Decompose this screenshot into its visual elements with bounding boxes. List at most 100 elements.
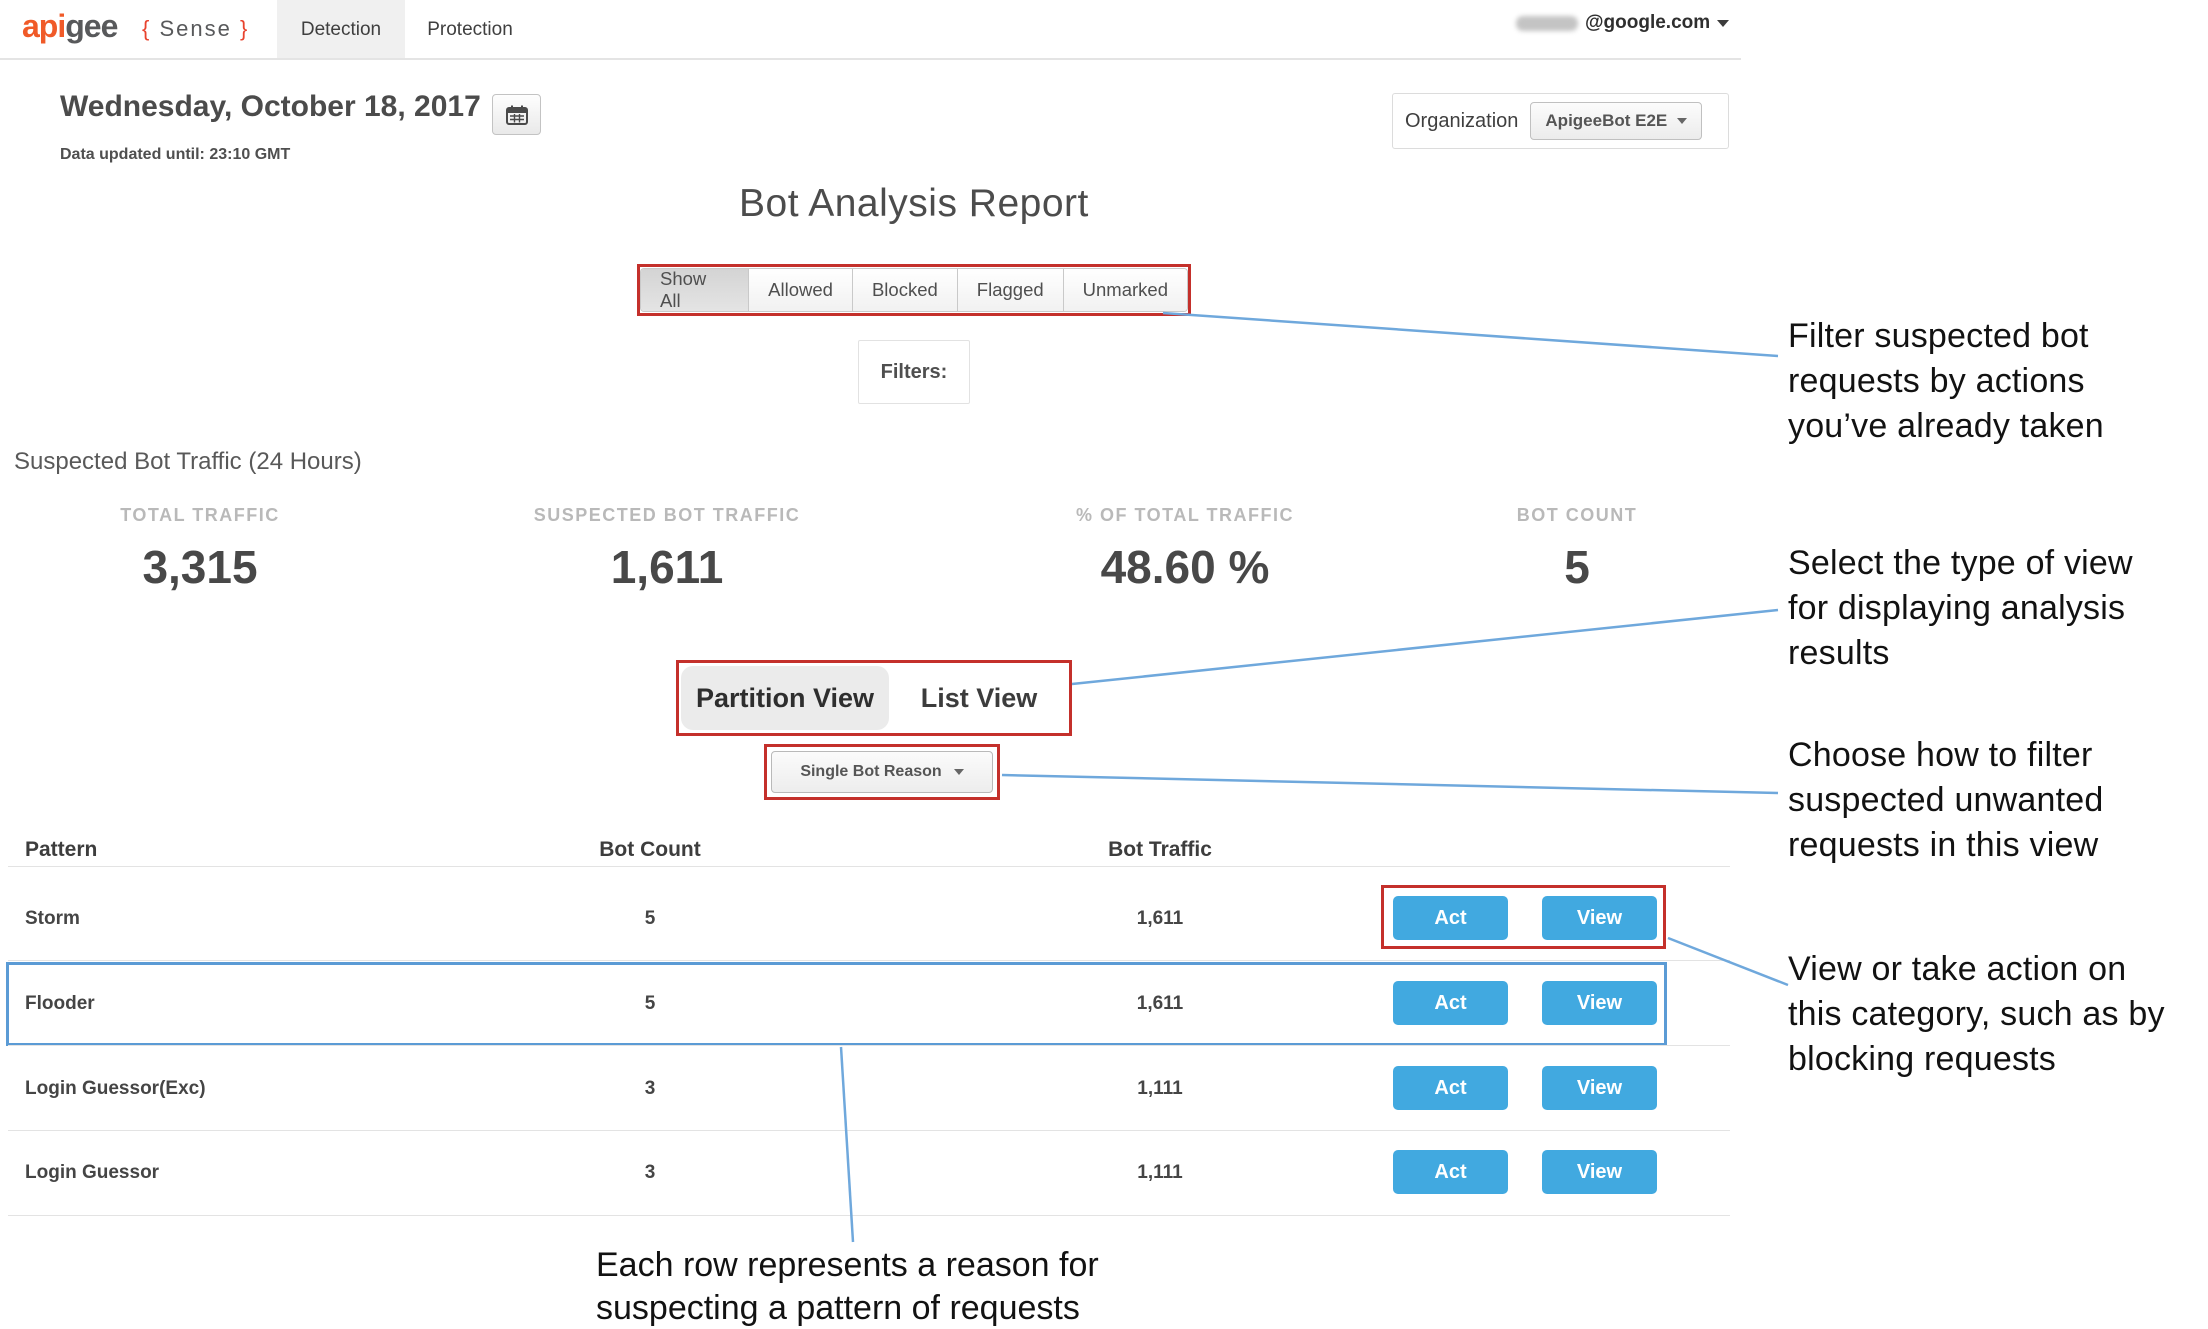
user-email: @google.com <box>1585 12 1711 33</box>
tab-protection-label: Protection <box>427 18 513 40</box>
act-button-label: Act <box>1434 1076 1467 1099</box>
annotation-box-filter-tabs: Show All Allowed Blocked Flagged Unmarke… <box>637 264 1191 316</box>
bot-count-cell: 3 <box>644 1078 656 1099</box>
view-button-label: View <box>1576 991 1623 1014</box>
filter-unmarked[interactable]: Unmarked <box>1063 269 1187 311</box>
divider <box>8 1215 1730 1216</box>
column-header-pattern: Pattern <box>25 838 98 861</box>
report-date: Wednesday, October 18, 2017 <box>60 90 481 123</box>
filter-flagged-label: Flagged <box>976 279 1044 300</box>
act-button[interactable]: Act <box>1393 896 1508 940</box>
tab-detection-label: Detection <box>300 18 382 40</box>
bot-reason-value: Single Bot Reason <box>800 763 942 780</box>
apigee-logo: apigee <box>22 8 118 45</box>
pattern-cell: Login Guessor(Exc) <box>25 1078 206 1099</box>
annotation-line: you’ve already taken <box>1788 407 2104 445</box>
divider <box>8 1130 1730 1131</box>
annotation-box-flooder-row <box>6 962 1667 1046</box>
organization-value: ApigeeBot E2E <box>1545 111 1668 130</box>
annotation-reason-dropdown: Choose how to filter suspected unwanted … <box>1788 733 2104 868</box>
bot-traffic-cell: 1,111 <box>1137 1162 1183 1183</box>
calendar-button[interactable] <box>492 94 541 135</box>
annotation-line: requests in this view <box>1788 826 2099 864</box>
annotation-line: suspecting a pattern of requests <box>596 1289 1080 1327</box>
pattern-cell: Storm <box>25 908 80 929</box>
divider <box>8 960 1730 961</box>
view-button-label: View <box>1576 1076 1623 1099</box>
view-button[interactable]: View <box>1542 981 1657 1025</box>
stat-label: BOT COUNT <box>1516 505 1638 525</box>
filter-allowed[interactable]: Allowed <box>749 269 853 311</box>
filter-show-all-label: Show All <box>660 268 707 311</box>
stat-label: TOTAL TRAFFIC <box>120 505 280 525</box>
stat-bot-count: BOT COUNT 5 <box>1427 505 1727 594</box>
annotation-line: for displaying analysis <box>1788 589 2126 627</box>
annotation-line: requests by actions <box>1788 362 2085 400</box>
annotation-box-reason-dropdown: Single Bot Reason <box>764 744 1000 800</box>
annotation-line: Filter suspected bot <box>1788 317 2089 355</box>
bot-traffic-cell: 1,111 <box>1137 1078 1183 1099</box>
pattern-cell: Login Guessor <box>25 1162 160 1183</box>
view-button-label: View <box>1576 1160 1623 1183</box>
organization-panel: Organization ApigeeBot E2E <box>1392 93 1729 149</box>
annotation-line: this category, such as by <box>1788 995 2165 1033</box>
user-account-menu[interactable]: @google.com <box>1516 12 1730 34</box>
sense-brace-open: { <box>142 16 152 41</box>
bot-reason-dropdown[interactable]: Single Bot Reason <box>771 751 993 793</box>
annotation-table-rows: Each row represents a reason for suspect… <box>596 1244 1099 1329</box>
act-button[interactable]: Act <box>1393 1066 1508 1110</box>
filter-show-all[interactable]: Show All <box>641 268 750 311</box>
data-updated-text: Data updated until: 23:10 GMT <box>60 146 291 163</box>
stat-suspected-bot-traffic: SUSPECTED BOT TRAFFIC 1,611 <box>467 505 867 594</box>
annotation-row-actions: View or take action on this category, su… <box>1788 947 2165 1082</box>
logo-api: api <box>22 8 66 44</box>
page-title: Bot Analysis Report <box>739 182 1089 225</box>
view-button[interactable]: View <box>1542 1150 1657 1194</box>
bot-traffic-cell: 1,611 <box>1136 908 1184 929</box>
organization-dropdown[interactable]: ApigeeBot E2E <box>1530 102 1703 140</box>
stat-value: 48.60 % <box>1100 541 1270 593</box>
sense-logo: { Sense } <box>142 16 249 42</box>
annotation-line: View or take action on <box>1788 950 2127 988</box>
list-view-label: List View <box>920 682 1038 713</box>
view-button[interactable]: View <box>1542 896 1657 940</box>
filter-blocked[interactable]: Blocked <box>852 269 958 311</box>
stat-value: 3,315 <box>142 541 258 593</box>
annotation-box-view-toggle: Partition View List View <box>676 660 1072 736</box>
logo-gee: gee <box>65 8 118 44</box>
organization-label: Organization <box>1405 109 1519 132</box>
tab-detection[interactable]: Detection <box>277 0 405 59</box>
redacted-username <box>1516 15 1578 31</box>
partition-view-label: Partition View <box>695 682 875 713</box>
annotation-line: results <box>1788 634 1890 672</box>
stat-percent-total-traffic: % OF TOTAL TRAFFIC 48.60 % <box>985 505 1385 594</box>
stat-label: SUSPECTED BOT TRAFFIC <box>533 505 801 525</box>
divider <box>8 866 1730 867</box>
act-button-label: Act <box>1434 991 1467 1014</box>
filter-flagged[interactable]: Flagged <box>957 269 1064 311</box>
sense-brace-close: } <box>240 16 250 41</box>
annotation-box-row-actions <box>1381 885 1666 949</box>
act-button[interactable]: Act <box>1393 1150 1508 1194</box>
annotation-line: Choose how to filter <box>1788 736 2093 774</box>
view-button-label: View <box>1576 906 1623 929</box>
bot-count-cell: 3 <box>644 1162 656 1183</box>
caret-down-icon <box>953 769 964 775</box>
list-view-tab[interactable]: List View <box>889 683 1069 714</box>
partition-view-tab[interactable]: Partition View <box>681 666 889 730</box>
nav-divider <box>0 58 1741 60</box>
act-button[interactable]: Act <box>1393 981 1508 1025</box>
view-button[interactable]: View <box>1542 1066 1657 1110</box>
pattern-cell: Flooder <box>25 993 95 1014</box>
annotation-filter-tabs: Filter suspected bot requests by actions… <box>1788 314 2104 449</box>
bot-count-cell: 5 <box>644 993 656 1014</box>
act-button-label: Act <box>1434 1160 1467 1183</box>
calendar-icon <box>505 105 528 125</box>
column-header-bot-count: Bot Count <box>599 838 701 861</box>
tab-protection[interactable]: Protection <box>405 0 535 59</box>
section-title: Suspected Bot Traffic (24 Hours) <box>14 448 362 475</box>
sense-word: Sense <box>159 16 232 41</box>
annotation-line: suspected unwanted <box>1788 781 2104 819</box>
divider <box>8 1045 1730 1046</box>
stat-value: 1,611 <box>610 541 724 593</box>
